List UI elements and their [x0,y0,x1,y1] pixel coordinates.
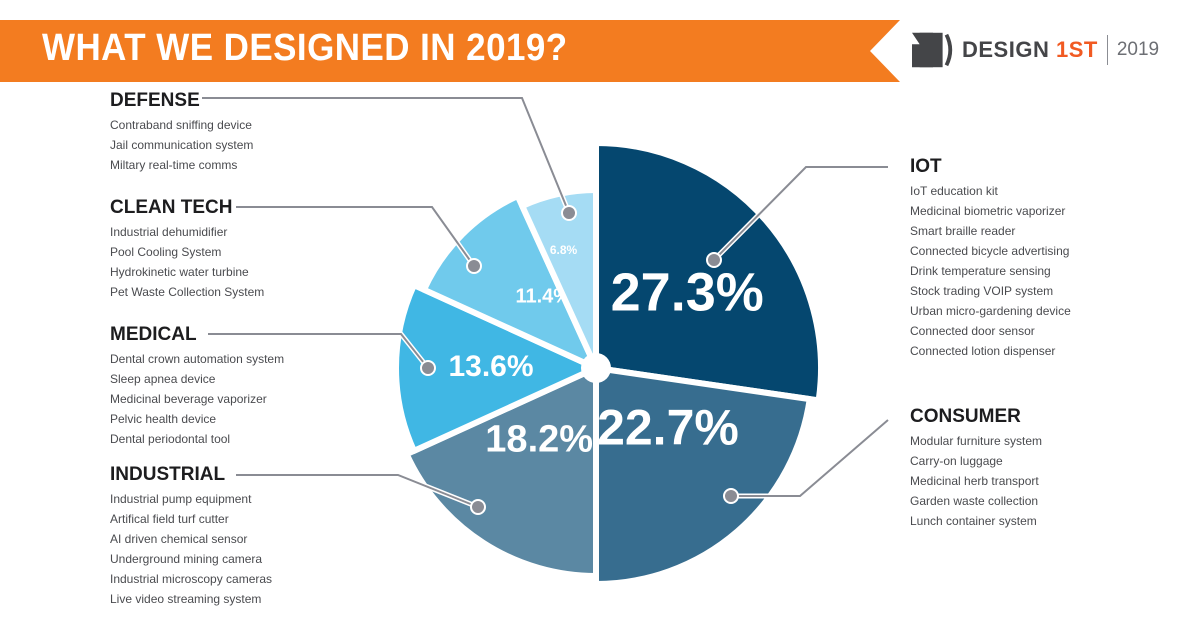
brand-accent: 1ST [1055,37,1098,62]
slice-label-industrial: 18.2% [485,418,593,460]
brand-main: DESIGN [962,37,1050,62]
category-title: CONSUMER [910,406,1021,427]
leader-dot-defense [561,205,577,221]
category-item: Smart braille reader [910,224,1016,238]
category-item: Stock trading VOIP system [910,284,1054,298]
pie-slice-industrial [403,365,599,579]
slice-label-defense: 6.8% [550,243,578,257]
title-banner [0,20,870,82]
category-iot: IOT IoT education kit Medicinal biometric… [910,156,1071,361]
slice-label-consumer: 22.7% [597,399,739,455]
category-item: Connected bicycle advertising [910,244,1070,258]
category-item: Jail communication system [110,138,254,152]
category-item: Pool Cooling System [110,245,222,259]
pie-slice-defense [519,187,599,371]
slice-label-medical: 13.6% [448,350,533,383]
design-1st-logo-icon [912,32,953,68]
category-item: Industrial dehumidifier [110,225,228,239]
logo-divider [1106,35,1108,65]
category-title: DEFENSE [110,90,200,111]
category-item: Garden waste collection [910,494,1039,508]
brand-name: DESIGN 1ST [962,37,1098,63]
category-item: AI driven chemical sensor [110,532,248,546]
category-item: Urban micro-gardening device [910,304,1071,318]
pie-slice-medical [393,282,599,454]
slice-label-clean-tech: 11.4% [515,286,571,308]
category-defense: DEFENSE Contraband sniffing device Jail c… [110,90,253,175]
category-item: Industrial microscopy cameras [110,572,273,586]
category-item: Sleep apnea device [110,372,216,386]
pie-slice-iot [593,140,824,404]
category-title: IOT [910,156,942,177]
category-item: Miltary real-time comms [110,158,238,172]
pie-slice-consumer [593,365,813,587]
category-item: IoT education kit [910,184,998,198]
leader-line-industrial [236,474,479,508]
category-item: Live video streaming system [110,592,262,606]
leader-dot-clean-tech [466,258,482,274]
category-item: Pet Waste Collection System [110,285,265,299]
category-medical: MEDICAL Dental crown automation system Sl… [110,324,284,449]
leader-line-defense [202,97,570,214]
category-item: Lunch container system [910,514,1037,528]
leader-line-clean-tech [236,206,475,267]
category-item: Contraband sniffing device [110,118,252,132]
category-item: Medicinal herb transport [910,474,1039,488]
category-title: INDUSTRIAL [110,464,226,485]
category-item: Modular furniture system [910,434,1043,448]
leader-dot-iot [706,252,722,268]
leader-dot-medical [420,360,436,376]
logo-year: 2019 [1116,39,1160,60]
category-item: Dental crown automation system [110,352,285,366]
category-item: Dental periodontal tool [110,432,231,446]
category-item: Artifical field turf cutter [110,512,229,526]
leader-dot-consumer [723,488,739,504]
category-item: Hydrokinetic water turbine [110,265,249,279]
category-consumer: CONSUMER Modular furniture system Carry-o… [910,406,1042,531]
category-title: MEDICAL [110,324,197,345]
category-title: CLEAN TECH [110,197,233,218]
category-item: Carry-on luggage [910,454,1003,468]
category-item: Industrial pump equipment [110,492,252,506]
leader-line-medical [208,333,429,369]
page-title: WHAT WE DESIGNED IN 2019? [42,27,568,69]
slice-label-iot: 27.3% [611,262,764,322]
category-item: Connected lotion dispenser [910,344,1056,358]
category-item: Medicinal beverage vaporizer [110,392,267,406]
pie-center-hub [581,353,611,383]
brand-logo: DESIGN 1ST 2019 [912,30,1159,70]
pie-slice-clean-tech [420,192,599,371]
leader-dot-industrial [470,499,486,515]
category-item: Pelvic health device [110,412,217,426]
leader-line-consumer [731,419,889,497]
category-item: Connected door sensor [910,324,1035,338]
category-clean-tech: CLEAN TECH Industrial dehumidifier Pool C… [110,197,264,302]
banner-arrow [850,20,900,82]
category-industrial: INDUSTRIAL Industrial pump equipment Arti… [110,464,272,609]
category-item: Drink temperature sensing [910,264,1051,278]
category-item: Medicinal biometric vaporizer [910,204,1066,218]
category-item: Underground mining camera [110,552,263,566]
leader-line-iot [713,166,888,261]
